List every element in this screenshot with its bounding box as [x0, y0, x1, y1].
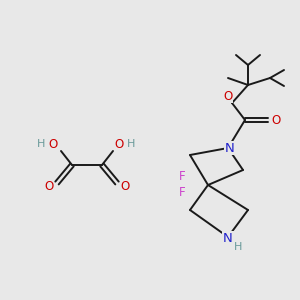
- Text: F: F: [179, 187, 185, 200]
- Text: F: F: [179, 170, 185, 184]
- Text: N: N: [223, 232, 233, 244]
- Text: O: O: [48, 137, 58, 151]
- Text: H: H: [37, 139, 45, 149]
- Text: N: N: [225, 142, 235, 154]
- Text: O: O: [44, 181, 54, 194]
- Text: H: H: [234, 242, 242, 252]
- Text: O: O: [120, 181, 130, 194]
- Text: O: O: [272, 113, 280, 127]
- Text: O: O: [114, 137, 124, 151]
- Text: H: H: [127, 139, 135, 149]
- Text: O: O: [224, 89, 232, 103]
